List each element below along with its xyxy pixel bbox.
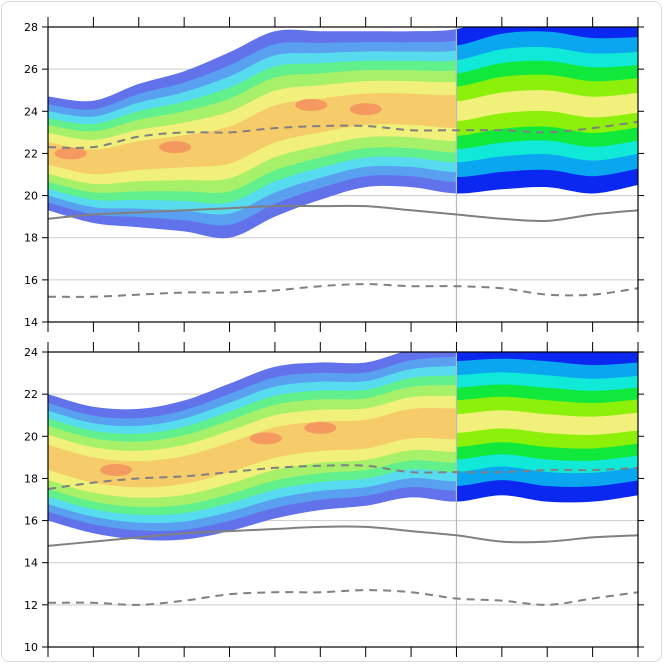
y-tick-label: 22 <box>24 388 38 401</box>
y-tick-label: 26 <box>24 63 38 76</box>
y-tick-label: 10 <box>24 641 38 654</box>
plot-frame <box>47 351 639 648</box>
contour-peak-2 <box>249 432 282 445</box>
panel-2: 10 12 14 16 18 20 22 24 <box>24 342 644 657</box>
contour-band-right-level-6 <box>456 410 638 435</box>
y-tick-label: 16 <box>24 515 38 528</box>
series-line-3 <box>47 589 639 606</box>
y-tick-label: 18 <box>24 232 38 245</box>
panel-1: 14 16 18 20 22 24 26 28 <box>24 17 644 332</box>
series-line-3 <box>47 283 639 298</box>
plot-frame <box>47 26 639 323</box>
contour-peak-2 <box>159 141 192 154</box>
contour-left <box>48 352 457 541</box>
y-tick-label: 22 <box>24 147 38 160</box>
y-tick-label: 14 <box>24 557 38 570</box>
contour-peak-4 <box>349 103 382 116</box>
contour-band-right-level-6 <box>456 90 638 122</box>
y-tick-label: 24 <box>24 346 38 359</box>
series-line-1 <box>47 464 639 490</box>
y-tick-label: 24 <box>24 105 38 118</box>
contour-peak-1 <box>54 147 87 160</box>
series-line-2 <box>47 204 639 223</box>
y-tick-label: 14 <box>24 316 38 329</box>
y-tick-label: 20 <box>24 430 38 443</box>
contour-peak-3 <box>295 98 328 111</box>
contour-peak-1 <box>100 464 133 476</box>
y-tick-label: 28 <box>24 21 38 34</box>
y-tick-label: 18 <box>24 472 38 485</box>
y-tick-label: 16 <box>24 274 38 287</box>
contour-left <box>48 29 457 239</box>
contour-band-level-7 <box>48 407 457 488</box>
series-line-1 <box>47 120 639 149</box>
contour-peak-3 <box>304 421 337 434</box>
contour-band-level-7 <box>48 93 457 175</box>
contour-right <box>456 27 638 194</box>
y-tick-label: 20 <box>24 190 38 203</box>
series-line-2 <box>47 525 639 547</box>
contour-right <box>456 352 638 503</box>
y-tick-label: 12 <box>24 599 38 612</box>
